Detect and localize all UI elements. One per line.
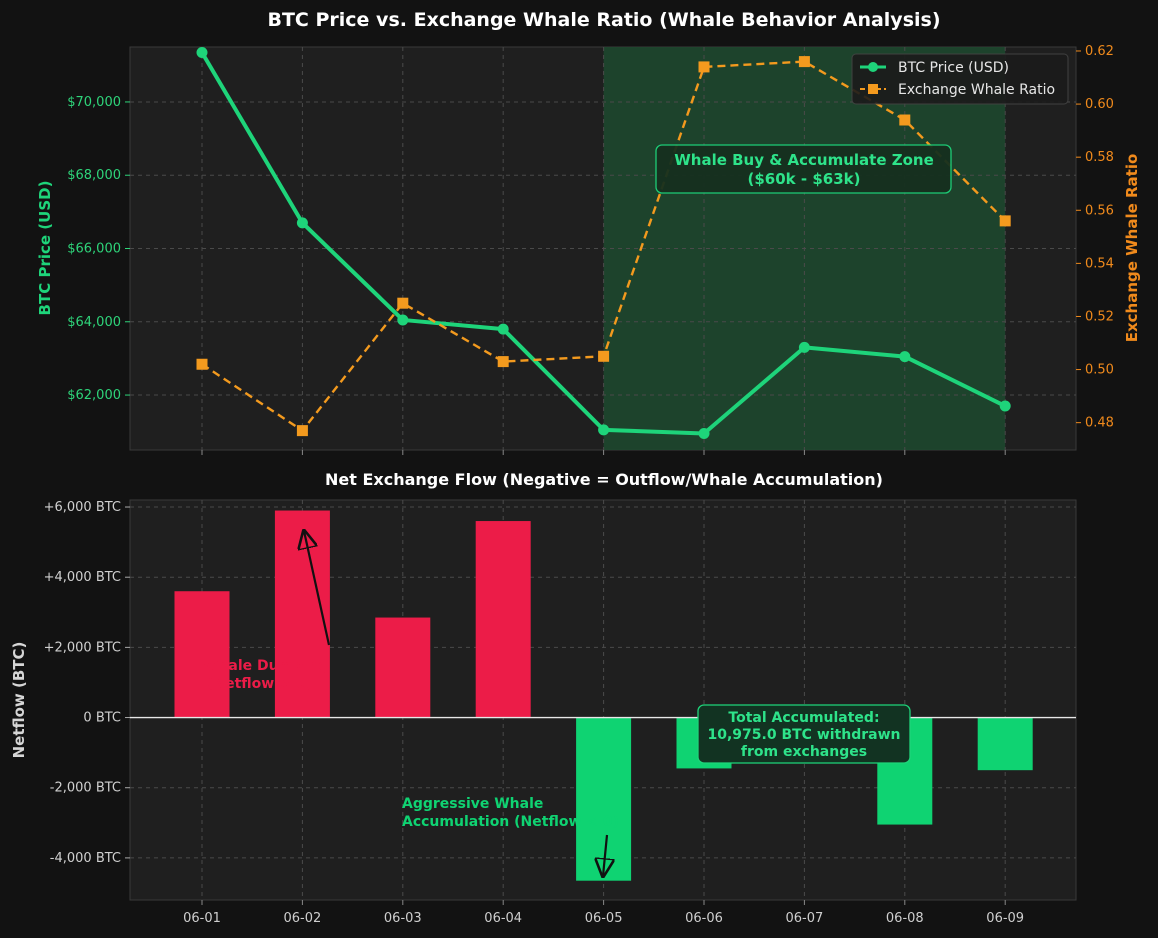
legend-price-label: BTC Price (USD) — [898, 60, 1009, 76]
ratio-point — [798, 56, 810, 68]
legend-ratio-marker — [868, 84, 878, 94]
bottom-axes: -4,000 BTC -2,000 BTC 0 BTC +2,000 BTC +4,00… — [44, 500, 1076, 926]
netflow-bar — [977, 717, 1033, 771]
price-point — [397, 314, 409, 326]
x-tick-label: 06-06 — [685, 911, 723, 926]
ratio-point — [397, 297, 409, 309]
accumulation-annotation-line2: Accumulation (Netflow < 0) — [402, 814, 619, 830]
bottom-axis-label: Netflow (BTC) — [10, 642, 28, 759]
bottom-tick-label: -2,000 BTC — [50, 781, 121, 796]
price-point — [899, 351, 911, 363]
ratio-series — [196, 56, 1011, 437]
right-tick-label: 0.62 — [1085, 44, 1114, 59]
dumping-annotation-line2: (Netflow > 0) — [207, 676, 312, 692]
right-tick-label: 0.54 — [1085, 256, 1114, 271]
top-grid — [130, 47, 1076, 450]
bottom-tick-label: +4,000 BTC — [44, 570, 121, 585]
right-tick-label: 0.60 — [1085, 97, 1114, 112]
total-annotation-line2: 10,975.0 BTC withdrawn — [708, 727, 901, 743]
bottom-tick-label: +2,000 BTC — [44, 640, 121, 655]
price-point — [999, 400, 1011, 412]
right-tick-label: 0.58 — [1085, 150, 1114, 165]
price-series — [196, 46, 1011, 440]
left-tick-label: $64,000 — [67, 315, 121, 330]
price-point — [497, 323, 509, 335]
left-tick-label: $66,000 — [67, 242, 121, 257]
legend: BTC Price (USD) Exchange Whale Ratio — [851, 53, 1069, 105]
total-annotation-line3: from exchanges — [741, 744, 867, 760]
ratio-point — [497, 356, 509, 368]
price-point — [196, 46, 208, 58]
zone-annotation-line2: ($60k - $63k) — [748, 170, 861, 188]
x-tick-label: 06-09 — [986, 911, 1024, 926]
netflow-bar — [375, 617, 431, 718]
zone-annotation: Whale Buy & Accumulate Zone ($60k - $63k… — [655, 144, 952, 194]
total-annotation: Total Accumulated: 10,975.0 BTC withdraw… — [697, 704, 911, 764]
x-tick-label: 06-03 — [384, 911, 422, 926]
left-tick-label: $68,000 — [67, 168, 121, 183]
x-tick-label: 06-05 — [585, 911, 623, 926]
left-tick-label: $70,000 — [67, 95, 121, 110]
netflow-bar — [174, 591, 230, 718]
right-tick-label: 0.50 — [1085, 363, 1114, 378]
bottom-tick-label: +6,000 BTC — [44, 500, 121, 515]
ratio-point — [598, 350, 610, 362]
ratio-point — [698, 61, 710, 73]
price-point — [598, 424, 610, 436]
dumping-annotation-line1: Whale Dumping — [203, 658, 328, 674]
left-tick-label: $62,000 — [67, 388, 121, 403]
bottom-tick-label: -4,000 BTC — [50, 851, 121, 866]
accumulation-arrow — [603, 834, 607, 876]
total-annotation-line1: Total Accumulated: — [728, 710, 879, 726]
accumulation-annotation-line1: Aggressive Whale — [402, 796, 543, 812]
right-tick-label: 0.52 — [1085, 309, 1114, 324]
x-tick-label: 06-07 — [786, 911, 824, 926]
legend-price-marker — [868, 62, 878, 72]
netflow-bar — [475, 521, 531, 718]
x-tick-label: 06-02 — [284, 911, 322, 926]
netflow-bar — [576, 717, 632, 881]
bottom-title: Net Exchange Flow (Negative = Outflow/Wh… — [325, 470, 883, 489]
right-axis-label: Exchange Whale Ratio — [1123, 154, 1141, 343]
bottom-tick-label: 0 BTC — [83, 711, 121, 726]
figure-title: BTC Price vs. Exchange Whale Ratio (Whal… — [267, 9, 940, 31]
left-axis-label: BTC Price (USD) — [36, 181, 54, 316]
x-tick-label: 06-01 — [183, 911, 221, 926]
ratio-point — [899, 114, 911, 126]
price-point — [798, 341, 810, 353]
netflow-bars — [174, 510, 1033, 881]
right-tick-label: 0.56 — [1085, 203, 1114, 218]
price-point — [698, 428, 710, 440]
ratio-point — [296, 425, 308, 437]
ratio-point — [196, 358, 208, 370]
top-axes: $62,000 $64,000 $66,000 $68,000 $70,000 0.48 0… — [67, 44, 1114, 455]
zone-annotation-line1: Whale Buy & Accumulate Zone — [674, 151, 934, 169]
x-tick-label: 06-08 — [886, 911, 924, 926]
x-tick-label: 06-04 — [484, 911, 522, 926]
price-point — [296, 217, 308, 229]
dumping-arrow — [304, 531, 331, 646]
ratio-point — [999, 215, 1011, 227]
right-tick-label: 0.48 — [1085, 416, 1114, 431]
legend-ratio-label: Exchange Whale Ratio — [898, 82, 1055, 98]
